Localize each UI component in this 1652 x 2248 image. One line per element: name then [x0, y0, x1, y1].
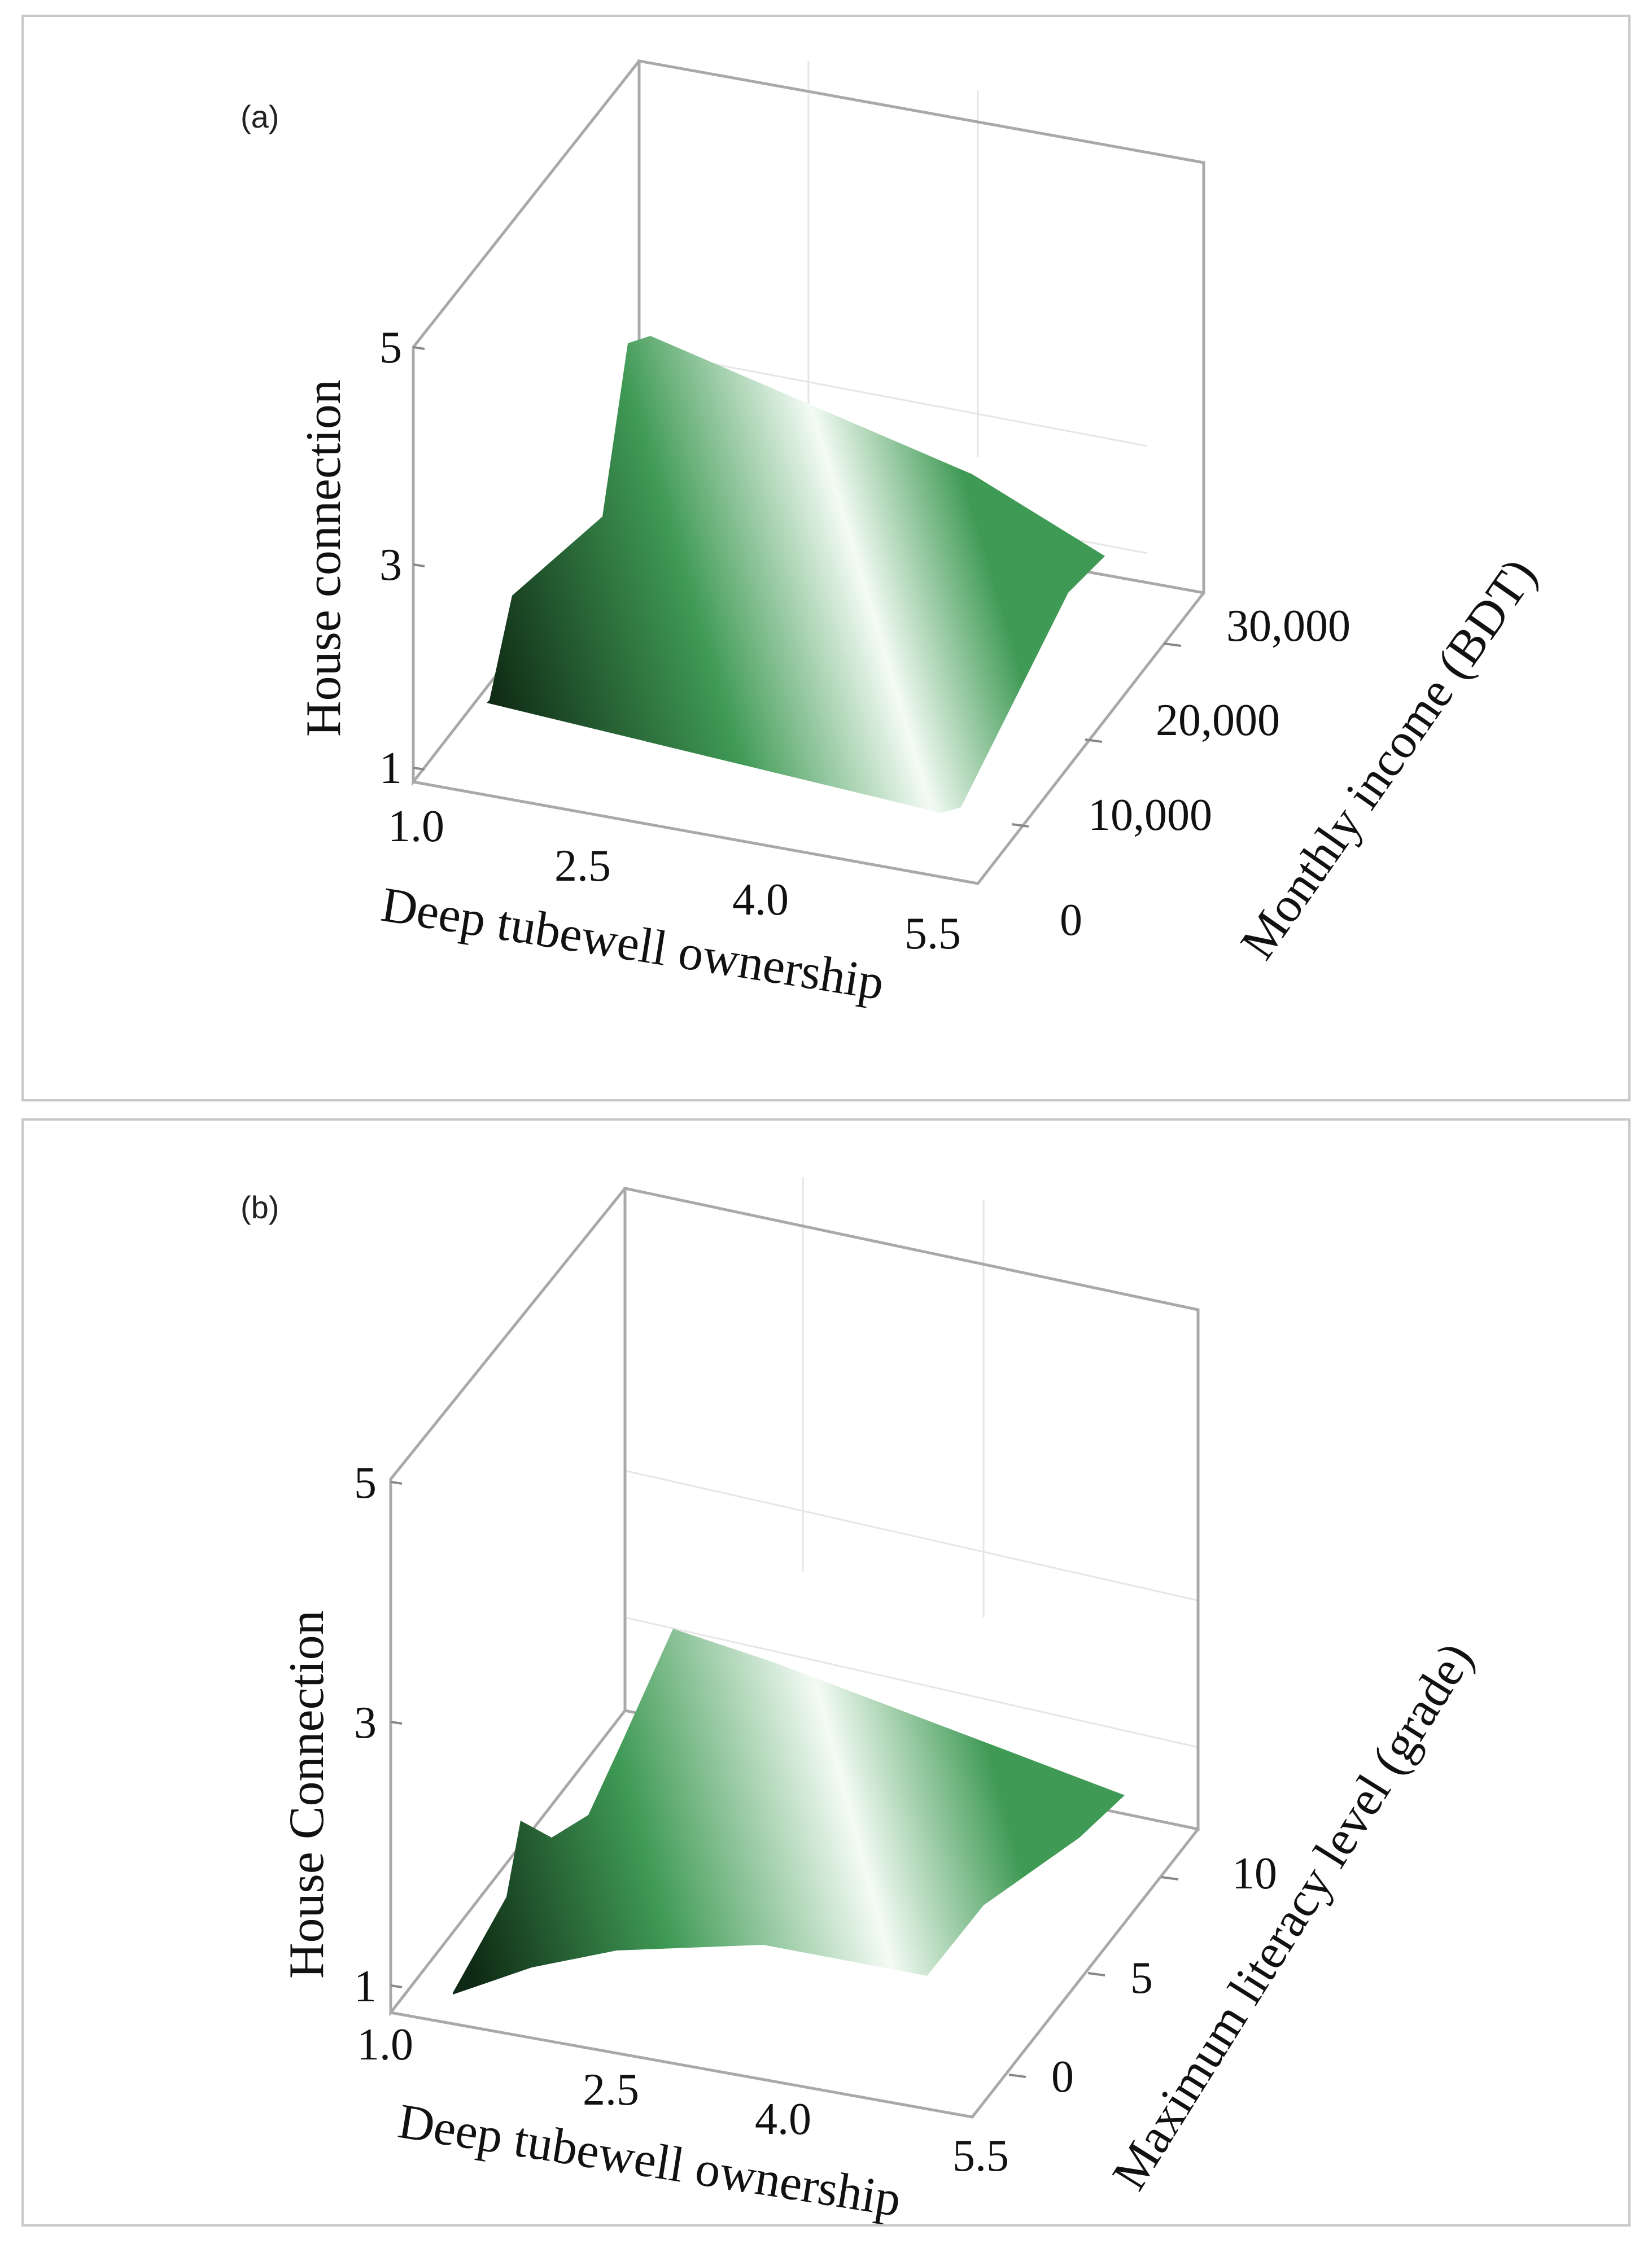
back-gridlines-b [624, 1177, 1199, 1748]
x-axis-ticks-b: 1.0 2.5 4.0 5.5 [357, 2020, 1009, 2181]
z-tick-label: 1 [354, 1962, 377, 2011]
z-axis-title-b: House Connection [279, 1610, 334, 1979]
y-axis-ticks-b: 10 5 0 [1008, 1849, 1277, 2102]
x-tick-label: 1.0 [388, 802, 444, 851]
surface-b [453, 1629, 1125, 1995]
y-tick-label: 20,000 [1156, 696, 1280, 745]
y-axis-title-b: Maximum literacy level (grade) [1102, 1633, 1484, 2199]
surface-plot-b: (b) 5 3 1 1.0 2.5 4.0 5.5 [241, 1177, 1484, 2224]
z-tick-label: 3 [354, 1698, 377, 1748]
panel-a: (a) 5 3 1 1.0 2.5 4.0 5.5 [21, 15, 1631, 1101]
front-frame-b [390, 1828, 1199, 2119]
z-axis-title-a: House connection [296, 379, 351, 737]
surface-plot-a: (a) 5 3 1 1.0 2.5 4.0 5.5 [241, 59, 1548, 1011]
z-tick-label: 5 [379, 323, 402, 373]
x-tick-label: 5.5 [904, 909, 961, 959]
front-frame-a [413, 592, 1205, 885]
y-tick-label: 10 [1232, 1849, 1277, 1899]
x-axis-title-a: Deep tubewell ownership [378, 877, 888, 1011]
x-tick-label: 4.0 [732, 875, 789, 925]
y-tick-label: 0 [1060, 895, 1082, 945]
y-tick-label: 5 [1130, 1953, 1153, 2003]
x-tick-label: 2.5 [583, 2065, 639, 2115]
z-tick-label: 1 [379, 743, 402, 793]
y-tick-label: 0 [1051, 2052, 1074, 2102]
surface-face-b [453, 1629, 1125, 1995]
x-tick-label: 4.0 [755, 2094, 811, 2144]
x-tick-label: 5.5 [952, 2131, 1009, 2181]
panel-label-b: (b) [241, 1189, 279, 1225]
y-tick-label: 10,000 [1088, 790, 1212, 840]
z-tick-label: 5 [354, 1458, 377, 1508]
x-axis-ticks-a: 1.0 2.5 4.0 5.5 [388, 802, 961, 959]
panel-label-a: (a) [241, 99, 279, 134]
x-tick-label: 2.5 [554, 841, 611, 891]
y-tick-label: 30,000 [1226, 601, 1351, 651]
surface-a [487, 336, 1105, 813]
z-axis-ticks-b: 5 3 1 [354, 1458, 403, 2011]
z-tick-label: 3 [379, 540, 402, 590]
panel-b: (b) 5 3 1 1.0 2.5 4.0 5.5 [21, 1118, 1631, 2227]
x-tick-label: 1.0 [357, 2020, 413, 2070]
x-axis-title-b: Deep tubewell ownership [395, 2094, 904, 2224]
z-axis-ticks-a: 5 3 1 [379, 323, 425, 793]
y-axis-ticks-a: 30,000 20,000 10,000 0 [1011, 601, 1351, 945]
surface-face-a [487, 336, 1105, 813]
